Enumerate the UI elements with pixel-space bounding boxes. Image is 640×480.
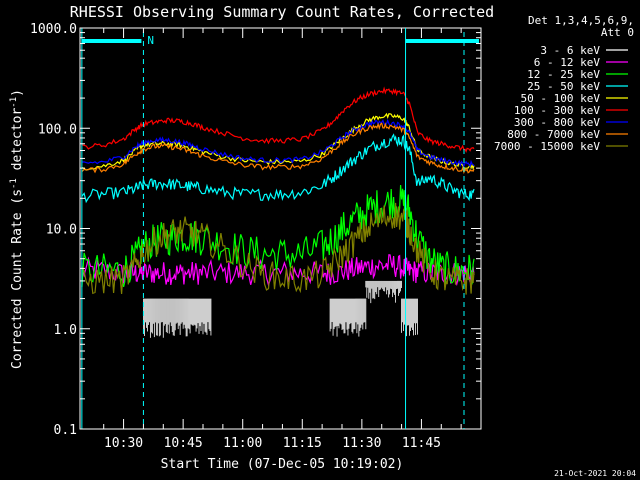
legend-label: 7000 - 15000 keV [494, 140, 600, 153]
y-axis-ticks: 0.1 1.0 10.0 100.0 1000.0 [30, 22, 481, 438]
series-line-50-100- [81, 112, 475, 171]
x-axis-label: Start Time (07-Dec-05 10:19:02) [161, 457, 404, 472]
series-line-12-25- [81, 184, 475, 288]
legend-label: 3 - 6 keV [540, 44, 600, 57]
chart-title: RHESSI Observing Summary Count Rates, Co… [70, 3, 494, 21]
y-tick-label: 1.0 [54, 323, 77, 338]
detectors-label: Det 1,3,4,5,6,9, [528, 14, 634, 27]
x-tick-label: 10:45 [164, 436, 203, 451]
legend-label: 300 - 800 keV [514, 116, 600, 129]
legend-label: 800 - 7000 keV [507, 128, 600, 141]
legend-label: 6 - 12 keV [534, 56, 601, 69]
x-tick-label: 11:45 [402, 436, 441, 451]
series-line-800-7000- [81, 122, 475, 175]
legend-label: 100 - 300 keV [514, 104, 600, 117]
legend-label: 25 - 50 keV [527, 80, 600, 93]
x-tick-label: 11:15 [283, 436, 322, 451]
y-tick-label: 1000.0 [30, 22, 77, 37]
series-line-100-300- [81, 86, 475, 154]
x-tick-label: 10:30 [104, 436, 143, 451]
x-axis-ticks: 10:30 10:45 11:00 11:15 11:30 11:45 [103, 28, 482, 451]
legend-label: 50 - 100 keV [521, 92, 601, 105]
series-line-300-800- [81, 118, 475, 168]
series-line-25-50- [81, 133, 475, 204]
legend-label: 12 - 25 keV [527, 68, 600, 81]
attenuator-label: Att 0 [601, 26, 634, 39]
x-tick-label: 11:30 [342, 436, 381, 451]
x-tick-label: 11:00 [223, 436, 262, 451]
y-tick-label: 10.0 [46, 223, 77, 238]
y-tick-label: 0.1 [54, 423, 77, 438]
footer-date: 21-Oct-2021 20:04 [554, 469, 636, 478]
y-tick-label: 100.0 [38, 122, 77, 137]
series-line-7000-15000- [81, 202, 475, 295]
y-axis-label: Corrected Count Rate (s-1 detector-1) [9, 89, 25, 369]
night-marker-label: N [147, 34, 154, 47]
